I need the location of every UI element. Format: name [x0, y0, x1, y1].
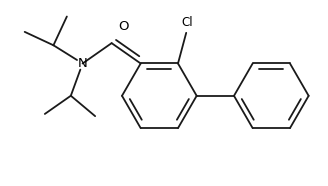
Text: Cl: Cl — [181, 16, 193, 29]
Text: N: N — [78, 57, 88, 70]
Text: O: O — [118, 20, 129, 33]
